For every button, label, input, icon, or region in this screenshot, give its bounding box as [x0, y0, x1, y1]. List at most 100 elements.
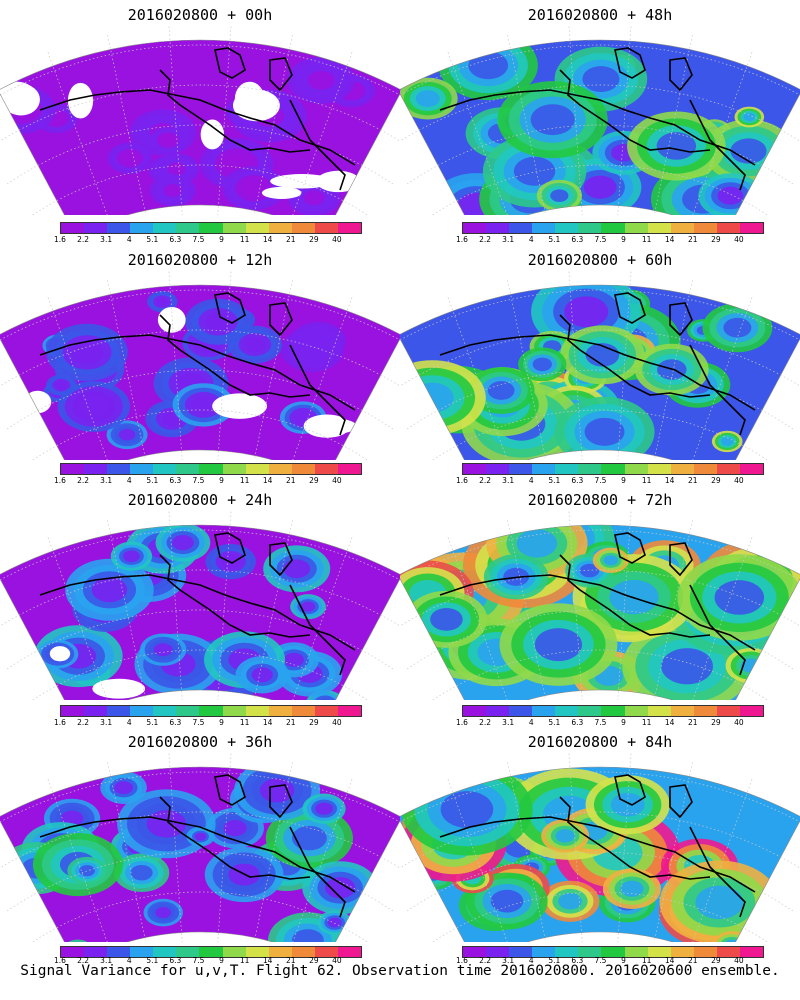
colorbar-segment [578, 706, 602, 716]
colorbar-segment [337, 223, 362, 233]
coastline-path [439, 334, 756, 411]
colorbar-segment [463, 947, 487, 957]
colorbar-label: 40 [734, 956, 744, 965]
domain-outline [400, 284, 800, 460]
colorbar-label: 11 [641, 476, 652, 485]
colorbar-segment [268, 464, 292, 474]
colorbar-label: 3.1 [100, 235, 113, 244]
map-panel-24h: 2016020800 + 24h 1.6 2.2 3.1 4 5.1 6.3 7.5 9 11 1… [0, 485, 400, 730]
colorbar-segment [601, 947, 625, 957]
latitude-line [400, 771, 800, 823]
colorbar-segment [199, 464, 223, 474]
colorbar-segment [463, 706, 487, 716]
panel-title: 2016020800 + 00h [127, 6, 273, 24]
field-contour [123, 550, 140, 563]
panel-title: 2016020800 + 12h [127, 251, 273, 269]
map-panel-48h: 2016020800 + 48h 1.6 2.2 3.1 4 5.1 6.3 7.5 9 11 1… [400, 0, 800, 245]
colorbar-segment [107, 464, 131, 474]
colorbar-label: 7.5 [594, 235, 607, 244]
colorbar-labels: 1.6 2.2 3.1 4 5.1 6.3 7.5 9 11 14 21 29 40 [456, 235, 762, 245]
field-contour [171, 534, 194, 551]
graticule [0, 26, 400, 215]
latitude-line [6, 124, 394, 185]
field-contour [163, 184, 182, 197]
colorbar-label: 1.6 [456, 235, 468, 244]
colorbar-segment [337, 706, 362, 716]
colorbar-label: 1.6 [456, 956, 468, 965]
colorbar-segment [532, 223, 556, 233]
colorbar-segment [624, 464, 648, 474]
colorbar-segment [222, 706, 246, 716]
field-contour [259, 778, 295, 803]
colorbar-label: 5.1 [548, 235, 561, 244]
field-layer [0, 767, 400, 942]
field-contour [550, 189, 569, 203]
coastline-path [159, 796, 311, 880]
island-outline [614, 774, 693, 819]
colorbar [462, 463, 764, 475]
graticule [0, 511, 400, 700]
domain-outline [0, 524, 400, 700]
latitude-line [0, 329, 400, 387]
latitude-line [432, 891, 768, 942]
colorbar-label: 40 [734, 235, 744, 244]
colorbar-segment [84, 706, 108, 716]
coastline [439, 47, 756, 191]
colorbar-segment [739, 223, 764, 233]
colorbar-label: 2.2 [77, 718, 90, 727]
colorbar-segment [532, 464, 556, 474]
colorbar-segment [716, 706, 740, 716]
colorbar-label: 9 [219, 235, 224, 244]
missing-data-patch [316, 170, 360, 193]
figure-caption: Signal Variance for u,v,T. Flight 62. Ob… [20, 963, 780, 979]
colorbar-segment [107, 223, 131, 233]
colorbar-label: 40 [734, 718, 744, 727]
latitude-line [0, 84, 400, 142]
colorbar-label: 11 [239, 956, 250, 965]
field-contour [167, 162, 186, 176]
colorbar [60, 705, 362, 717]
colorbar-labels: 1.6 2.2 3.1 4 5.1 6.3 7.5 9 11 14 21 29 40 [54, 718, 360, 728]
domain-outline [400, 766, 800, 942]
coastline-path [689, 584, 746, 676]
colorbar-segment [555, 947, 579, 957]
field-contour [530, 104, 575, 136]
colorbar-segment [555, 464, 579, 474]
coastline-path [159, 69, 311, 153]
field-contour [79, 865, 95, 877]
latitude-line [0, 569, 400, 627]
island-outline [614, 532, 693, 577]
colorbar-segment [84, 223, 108, 233]
missing-data-patch [67, 82, 94, 119]
colorbar-label: 40 [332, 956, 342, 965]
colorbar [462, 705, 764, 717]
colorbar-segment [61, 223, 85, 233]
latitude-line [432, 164, 768, 215]
coastline-path [689, 826, 746, 918]
colorbar-label: 2.2 [479, 235, 492, 244]
field-contour [244, 337, 266, 353]
latitude-line [32, 891, 368, 942]
colorbar-label: 5.1 [146, 956, 159, 965]
field-contour [534, 628, 583, 662]
field-contour [325, 877, 356, 899]
colorbar-label: 14 [664, 718, 675, 727]
colorbar [60, 946, 362, 958]
island-outline [214, 774, 293, 819]
colorbar-segment [739, 464, 764, 474]
coastline-path [39, 334, 356, 411]
colorbar-label: 9 [621, 718, 626, 727]
colorbar-segment [61, 947, 85, 957]
colorbar-labels: 1.6 2.2 3.1 4 5.1 6.3 7.5 9 11 14 21 29 40 [456, 476, 762, 486]
colorbar [462, 222, 764, 234]
colorbar-label: 9 [219, 956, 224, 965]
colorbar-label: 11 [641, 956, 652, 965]
field-contour [283, 652, 304, 667]
missing-data-patch [232, 89, 280, 122]
missing-data-patch [157, 306, 186, 333]
panel-title: 2016020800 + 84h [527, 733, 673, 751]
colorbar-segment [578, 464, 602, 474]
field-contour [307, 70, 335, 90]
colorbar-labels: 1.6 2.2 3.1 4 5.1 6.3 7.5 9 11 14 21 29 40 [456, 718, 762, 728]
field-contour [564, 296, 609, 328]
